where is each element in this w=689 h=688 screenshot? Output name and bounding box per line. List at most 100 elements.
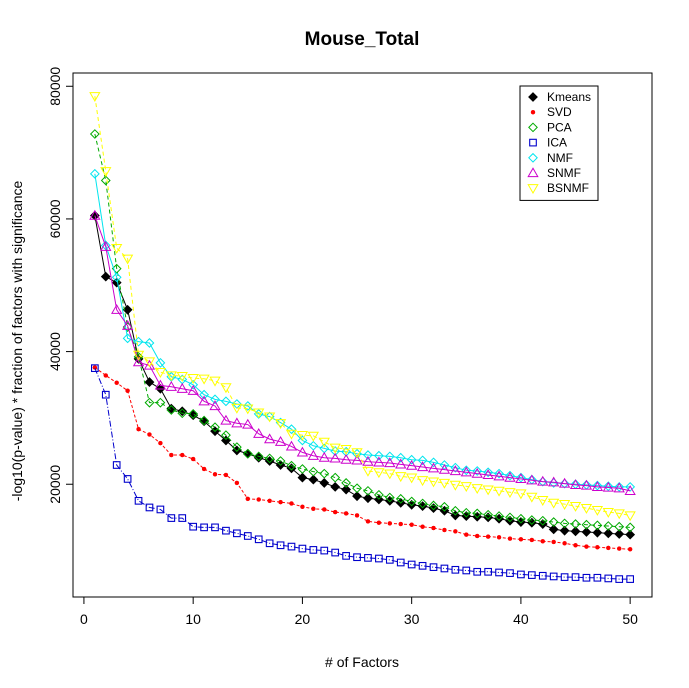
data-point (559, 478, 570, 489)
data-point (188, 409, 199, 419)
data-point (616, 546, 622, 551)
data-point (559, 525, 570, 536)
data-point (614, 529, 625, 539)
data-point (341, 446, 352, 457)
data-point (483, 509, 494, 520)
data-point (144, 397, 155, 408)
data-point (624, 485, 636, 495)
data-point (505, 512, 515, 523)
data-point (144, 338, 155, 348)
legend-marker (527, 167, 539, 178)
data-point (231, 403, 243, 414)
data-point (406, 496, 417, 507)
x-tick-label: 50 (622, 611, 638, 627)
data-point (274, 435, 287, 446)
data-point (504, 471, 516, 482)
data-point (551, 539, 556, 545)
data-point (591, 506, 604, 516)
data-point (615, 575, 624, 583)
data-point (482, 469, 494, 480)
data-point (122, 333, 133, 344)
data-point (256, 497, 261, 502)
data-point (156, 505, 165, 514)
data-point (351, 454, 363, 465)
x-tick-label: 10 (185, 611, 201, 627)
data-point (221, 435, 231, 446)
data-point (569, 479, 582, 490)
data-point (416, 476, 429, 487)
data-point (199, 415, 210, 426)
data-point (559, 518, 570, 529)
data-point (569, 502, 582, 512)
data-point (460, 482, 472, 493)
data-point (395, 458, 407, 469)
data-point (431, 525, 436, 531)
data-point (613, 509, 625, 520)
data-point (199, 389, 210, 400)
series-line (94, 215, 631, 492)
data-point (438, 463, 451, 474)
data-point (278, 499, 283, 505)
legend-label: SVD (547, 105, 572, 119)
data-point (211, 523, 219, 532)
legend-box (519, 85, 599, 201)
data-point (398, 521, 403, 527)
series-line (94, 215, 631, 536)
data-point (362, 455, 374, 466)
data-point (606, 545, 611, 551)
data-point (485, 534, 491, 539)
data-point (221, 396, 231, 407)
data-point (167, 514, 176, 522)
data-point (474, 533, 480, 539)
data-point (212, 472, 218, 477)
data-point (384, 457, 396, 468)
data-point (242, 404, 254, 415)
legend-label: SNMF (547, 166, 581, 180)
data-point (220, 414, 232, 425)
data-point (223, 472, 229, 478)
data-point (340, 444, 352, 455)
data-point (233, 529, 241, 538)
data-point (571, 573, 580, 581)
data-point (614, 481, 625, 492)
data-point (329, 452, 341, 463)
series-bsnmf (89, 92, 636, 522)
data-point (231, 442, 242, 453)
y-tick-label: 40000 (47, 332, 63, 371)
data-point (190, 456, 196, 462)
legend-label: NMF (547, 151, 573, 165)
data-point (395, 472, 407, 483)
data-point (472, 466, 483, 476)
data-point (90, 364, 99, 373)
legend-entry: SNMF (527, 166, 581, 180)
data-point (442, 527, 447, 533)
data-point (439, 501, 450, 512)
data-point (265, 539, 274, 548)
data-point (363, 450, 373, 460)
data-point (440, 564, 449, 573)
data-point (373, 450, 384, 461)
data-point (570, 526, 581, 537)
data-point (592, 520, 603, 531)
data-point (406, 454, 417, 465)
data-point (158, 440, 163, 446)
series-line (94, 96, 631, 516)
y-tick-label: 20000 (47, 465, 63, 504)
data-point (471, 467, 483, 478)
data-point (89, 129, 100, 139)
data-point (449, 480, 462, 491)
data-point (363, 485, 373, 496)
series-layer (89, 92, 636, 583)
data-point (263, 433, 276, 444)
data-point (548, 517, 559, 527)
data-point (548, 476, 560, 487)
data-point (493, 486, 505, 497)
legend-marker (530, 109, 536, 115)
data-point (548, 498, 560, 509)
data-point (540, 539, 546, 544)
legend-marker (528, 152, 538, 163)
legend-entry: NMF (528, 151, 573, 165)
data-point (332, 509, 338, 515)
data-point (507, 536, 513, 541)
